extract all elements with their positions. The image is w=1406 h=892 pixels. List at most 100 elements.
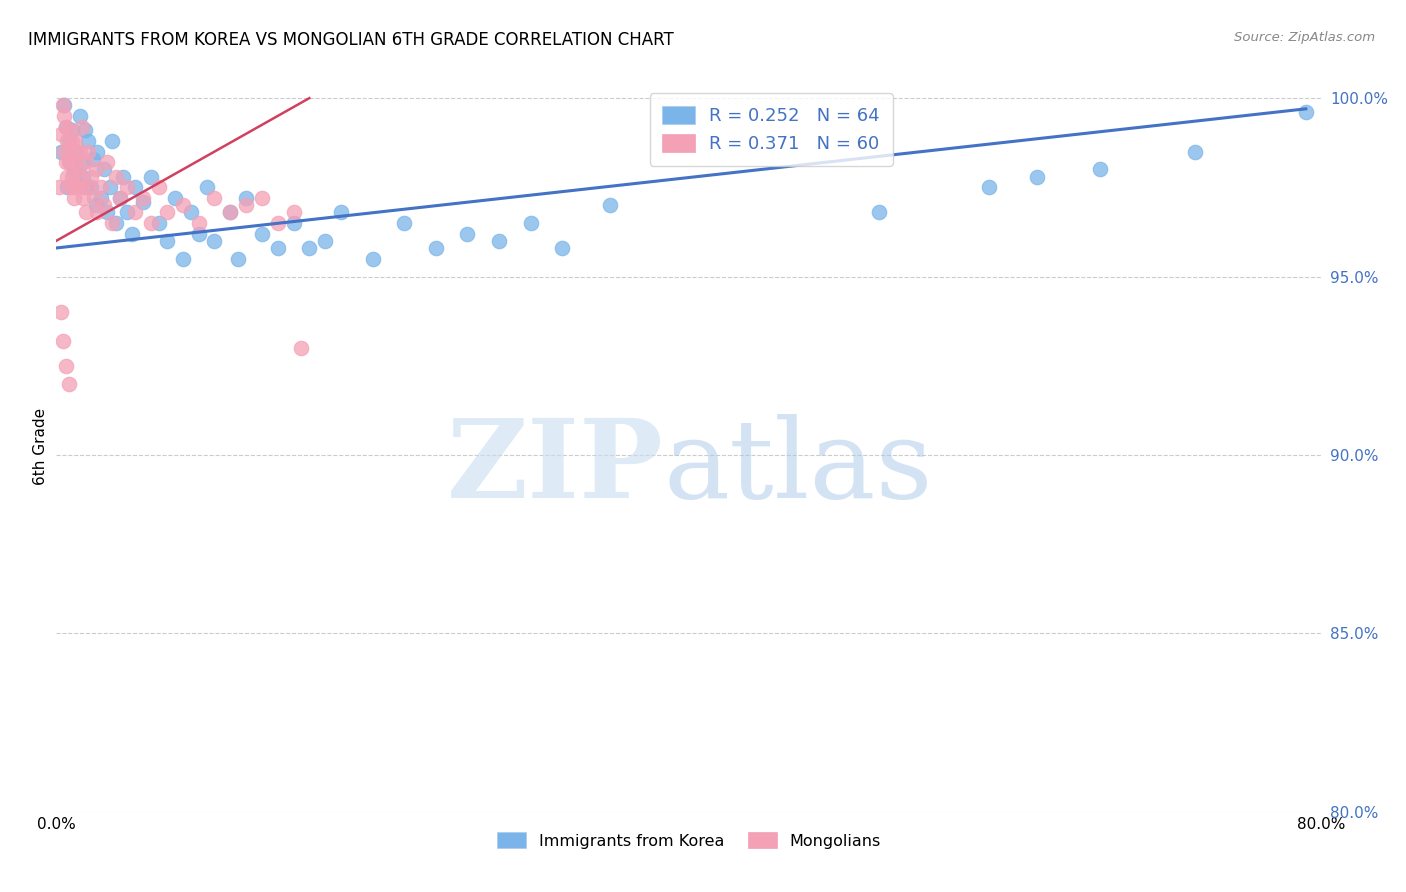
Point xyxy=(56,134,79,148)
Point xyxy=(59,145,82,159)
Point xyxy=(202,234,225,248)
Point xyxy=(148,216,170,230)
Point xyxy=(72,191,94,205)
Point xyxy=(298,241,321,255)
Point xyxy=(117,180,139,194)
Point xyxy=(60,169,83,184)
Point xyxy=(52,334,75,348)
Point xyxy=(60,134,83,148)
Point xyxy=(55,120,77,134)
Point xyxy=(100,134,122,148)
Point xyxy=(66,180,89,194)
Point xyxy=(76,134,98,148)
Point xyxy=(55,359,77,373)
Point xyxy=(1088,162,1111,177)
Point xyxy=(69,109,91,123)
Point xyxy=(80,169,103,184)
Point xyxy=(53,145,76,159)
Point xyxy=(76,145,98,159)
Point xyxy=(49,145,72,159)
Point xyxy=(283,205,305,219)
Point xyxy=(108,191,131,205)
Point xyxy=(73,155,96,169)
Point xyxy=(67,162,90,177)
Legend: Immigrants from Korea, Mongolians: Immigrants from Korea, Mongolians xyxy=(491,826,887,855)
Point xyxy=(425,241,447,255)
Point xyxy=(141,169,162,184)
Point xyxy=(163,191,186,205)
Point xyxy=(86,205,108,219)
Point xyxy=(250,227,273,241)
Point xyxy=(1295,105,1317,120)
Point xyxy=(361,252,384,266)
Point xyxy=(83,191,105,205)
Point xyxy=(59,155,82,169)
Point xyxy=(62,155,84,169)
Point xyxy=(58,134,80,148)
Point xyxy=(519,216,541,230)
Point xyxy=(488,234,510,248)
Point xyxy=(187,227,209,241)
Point xyxy=(56,180,79,194)
Point xyxy=(117,205,139,219)
Point xyxy=(172,198,194,212)
Point xyxy=(70,180,93,194)
Point xyxy=(90,191,111,205)
Point xyxy=(65,134,87,148)
Point xyxy=(172,252,194,266)
Point xyxy=(59,180,82,194)
Point xyxy=(156,205,179,219)
Text: IMMIGRANTS FROM KOREA VS MONGOLIAN 6TH GRADE CORRELATION CHART: IMMIGRANTS FROM KOREA VS MONGOLIAN 6TH G… xyxy=(28,31,673,49)
Point xyxy=(55,155,77,169)
Point xyxy=(979,180,1001,194)
Point xyxy=(69,169,91,184)
Point xyxy=(84,162,107,177)
Point xyxy=(105,216,128,230)
Point xyxy=(90,180,111,194)
Point xyxy=(49,127,72,141)
Point xyxy=(48,180,70,194)
Point xyxy=(226,252,249,266)
Point xyxy=(105,169,128,184)
Point xyxy=(80,180,103,194)
Point xyxy=(132,191,155,205)
Point xyxy=(53,98,76,112)
Point xyxy=(82,152,104,166)
Point xyxy=(69,145,91,159)
Point xyxy=(76,180,98,194)
Point xyxy=(392,216,416,230)
Point xyxy=(52,98,75,112)
Point xyxy=(60,123,83,137)
Point xyxy=(111,169,134,184)
Point xyxy=(58,123,80,137)
Point xyxy=(75,205,97,219)
Point xyxy=(98,180,121,194)
Point xyxy=(195,180,218,194)
Point xyxy=(148,180,170,194)
Point xyxy=(56,169,79,184)
Point xyxy=(93,198,115,212)
Point xyxy=(235,198,257,212)
Point xyxy=(219,205,242,219)
Point xyxy=(141,216,162,230)
Point xyxy=(70,155,93,169)
Point xyxy=(58,155,80,169)
Point xyxy=(100,216,122,230)
Point xyxy=(156,234,179,248)
Point xyxy=(219,205,242,219)
Point xyxy=(868,205,890,219)
Point xyxy=(283,216,305,230)
Point xyxy=(599,198,621,212)
Point xyxy=(235,191,257,205)
Point xyxy=(187,216,209,230)
Point xyxy=(456,227,478,241)
Point xyxy=(121,227,143,241)
Point xyxy=(49,305,72,319)
Point xyxy=(86,145,108,159)
Point xyxy=(58,376,80,391)
Point xyxy=(124,205,146,219)
Point xyxy=(75,180,97,194)
Point xyxy=(202,191,225,205)
Point xyxy=(62,191,84,205)
Point xyxy=(314,234,336,248)
